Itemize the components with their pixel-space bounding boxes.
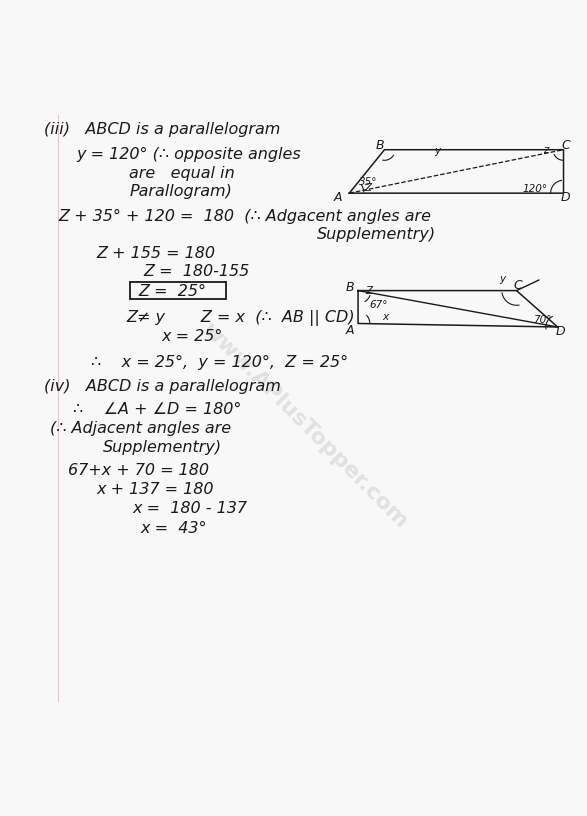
Text: (∴ Adjacent angles are: (∴ Adjacent angles are [50,421,231,436]
Text: y: y [499,274,505,285]
Text: are   equal in: are equal in [129,166,235,180]
Text: Parallogram): Parallogram) [129,184,232,199]
Text: Z≠ y       Z = x  (∴  AB || CD): Z≠ y Z = x (∴ AB || CD) [126,309,355,326]
Text: B: B [346,282,354,294]
Text: 120°: 120° [522,184,548,194]
Text: 67+x + 70 = 180: 67+x + 70 = 180 [68,463,208,478]
Text: 67°: 67° [370,300,389,310]
Bar [130,282,226,299]
Text: x + 137 = 180: x + 137 = 180 [97,482,214,497]
Text: www.APlusTopper.com: www.APlusTopper.com [198,319,412,532]
Text: (iii)   ABCD is a parallelogram: (iii) ABCD is a parallelogram [44,122,281,137]
Text: y: y [434,146,440,157]
Text: Z: Z [365,286,372,295]
Text: 70°: 70° [533,316,552,326]
Text: z: z [543,144,549,155]
Text: 35°: 35° [359,177,378,187]
Text: y = 120° (∴ opposite angles: y = 120° (∴ opposite angles [76,147,301,162]
Text: Z + 155 = 180: Z + 155 = 180 [97,246,216,260]
Text: C: C [514,279,522,292]
Text: B: B [376,139,384,152]
Text: D: D [556,326,565,338]
Text: Z: Z [364,183,371,193]
Text: A: A [346,324,354,337]
Text: Z + 35° + 120 =  180  (∴ Adgacent angles are: Z + 35° + 120 = 180 (∴ Adgacent angles a… [59,209,431,224]
Text: Z =  180-155: Z = 180-155 [144,264,250,279]
Text: D: D [561,192,571,204]
Text: Z =  25°: Z = 25° [138,284,206,299]
Text: ∴    x = 25°,  y = 120°,  Z = 25°: ∴ x = 25°, y = 120°, Z = 25° [91,355,348,370]
Text: x =  43°: x = 43° [141,521,207,536]
Text: Supplementry): Supplementry) [103,440,222,455]
Text: x = 25°: x = 25° [161,330,223,344]
Text: x: x [383,312,389,322]
Text: x =  180 - 137: x = 180 - 137 [132,502,247,517]
Text: C: C [562,139,570,152]
Text: ∴    ∠A + ∠D = 180°: ∴ ∠A + ∠D = 180° [73,402,242,417]
Text: (iv)   ABCD is a parallelogram: (iv) ABCD is a parallelogram [44,379,281,394]
Text: Supplementry): Supplementry) [317,228,436,242]
Text: A: A [333,192,342,204]
